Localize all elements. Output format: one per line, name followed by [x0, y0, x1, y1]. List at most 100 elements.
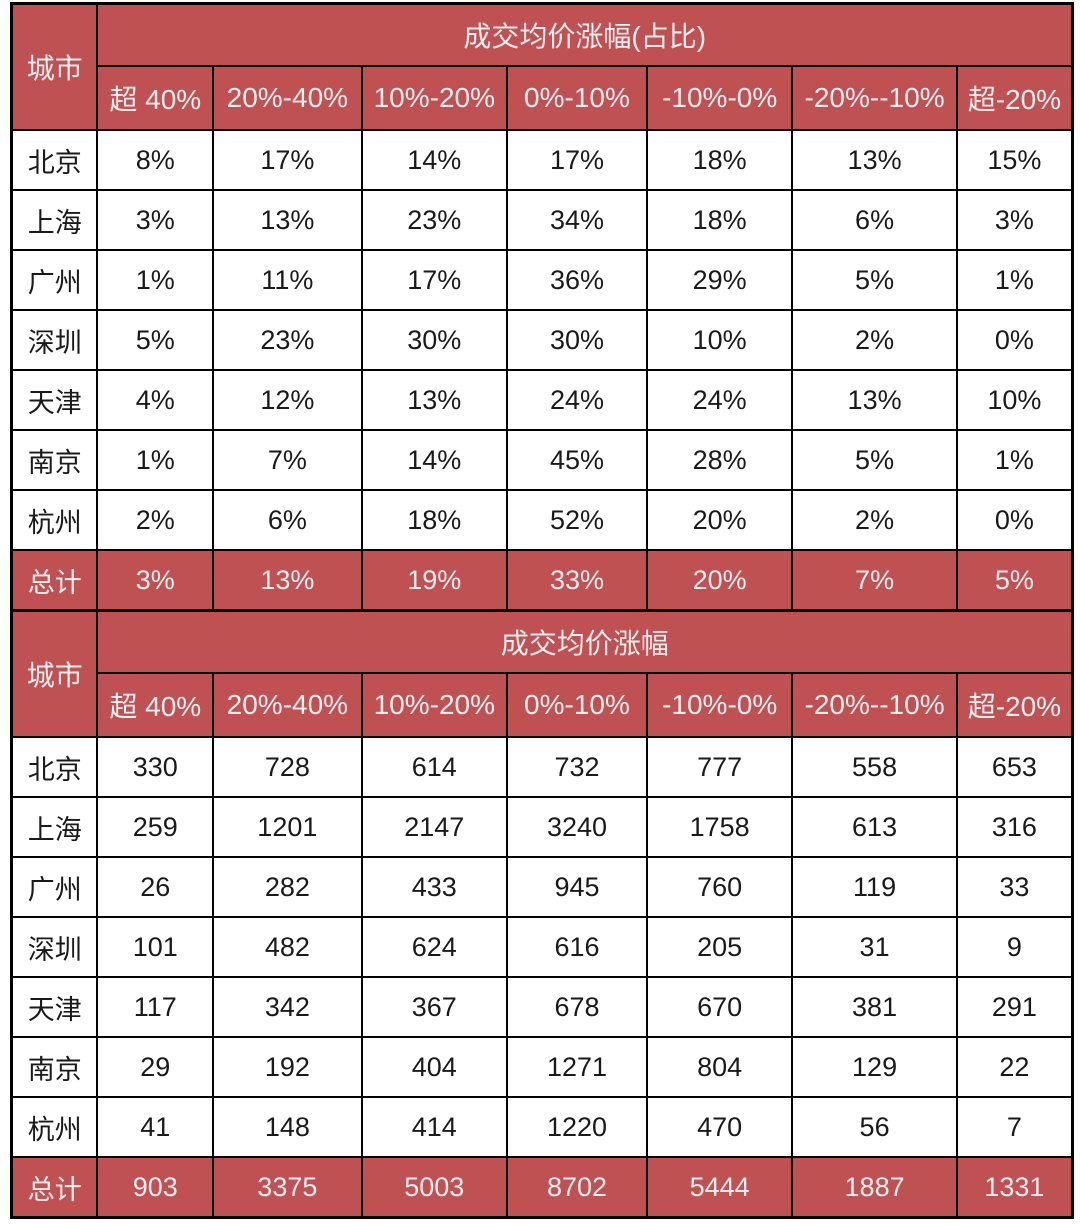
data-cell: 259	[96, 796, 215, 858]
data-cell: 1331	[955, 1156, 1074, 1219]
column-header: 超-20%	[955, 672, 1074, 738]
data-cell: 205	[645, 916, 794, 978]
row-city-label: 天津	[10, 369, 99, 431]
data-cell: 1887	[791, 1156, 958, 1219]
data-cell: 36%	[505, 249, 649, 311]
data-cell: 4%	[96, 369, 215, 431]
data-cell: 3%	[96, 189, 215, 251]
row-city-label: 上海	[10, 796, 99, 858]
data-cell: 7	[955, 1096, 1074, 1158]
data-cell: 5%	[791, 249, 958, 311]
row-city-label: 北京	[10, 736, 99, 798]
data-cell: 20%	[645, 489, 794, 551]
data-cell: 24%	[645, 369, 794, 431]
data-cell: 8702	[505, 1156, 649, 1219]
data-cell: 13%	[360, 369, 508, 431]
data-cell: 6%	[212, 489, 363, 551]
column-header: 超 40%	[96, 65, 215, 131]
data-cell: 29%	[645, 249, 794, 311]
table-row: 杭州 2% 6% 18% 52% 20% 2% 0%	[10, 489, 1074, 551]
column-header: -20%--10%	[791, 65, 958, 131]
data-cell: 1%	[96, 429, 215, 491]
data-cell: 24%	[505, 369, 649, 431]
data-cell: 5%	[96, 309, 215, 371]
data-cell: 2%	[96, 489, 215, 551]
data-cell: 1201	[212, 796, 363, 858]
table-row: 上海 3% 13% 23% 34% 18% 6% 3%	[10, 189, 1074, 251]
row-city-label: 北京	[10, 129, 99, 191]
table-row: 天津 4% 12% 13% 24% 24% 13% 10%	[10, 369, 1074, 431]
data-cell: 23%	[360, 189, 508, 251]
data-cell: 15%	[955, 129, 1074, 191]
data-cell: 3240	[505, 796, 649, 858]
price-change-count-table: 城市 成交均价涨幅超 40% 20%-40% 10%-20% 0%-10% -10%-0%…	[10, 609, 1074, 1219]
data-cell: 1%	[955, 429, 1074, 491]
data-cell: 1%	[96, 249, 215, 311]
data-cell: 41	[96, 1096, 215, 1158]
data-cell: 760	[645, 856, 794, 918]
total-row-label: 总计	[10, 1156, 99, 1219]
data-cell: 5%	[955, 549, 1074, 612]
data-cell: 777	[645, 736, 794, 798]
data-cell: 11%	[212, 249, 363, 311]
city-column-header: 城市	[10, 2, 99, 131]
data-cell: 616	[505, 916, 649, 978]
table-row: 广州 1% 11% 17% 36% 29% 5% 1%	[10, 249, 1074, 311]
column-header: 20%-40%	[212, 65, 363, 131]
table-row: 深圳 101 482 624 616 205 31 9	[10, 916, 1074, 978]
data-cell: 10%	[645, 309, 794, 371]
data-cell: 282	[212, 856, 363, 918]
data-cell: 2%	[791, 489, 958, 551]
data-cell: 7%	[791, 549, 958, 612]
data-cell: 558	[791, 736, 958, 798]
data-cell: 18%	[645, 129, 794, 191]
price-change-ratio-table: 城市 成交均价涨幅(占比) 超 40% 20%-40% 10%-20% 0%-10% -10…	[10, 2, 1074, 612]
table-title: 成交均价涨幅	[96, 609, 1074, 674]
data-cell: 5003	[360, 1156, 508, 1219]
row-city-label: 南京	[10, 429, 99, 491]
data-cell: 192	[212, 1036, 363, 1098]
total-row-label: 总计	[10, 549, 99, 612]
data-cell: 119	[791, 856, 958, 918]
table-row: 南京 29 192 404 1271 804 129 22	[10, 1036, 1074, 1098]
data-cell: 45%	[505, 429, 649, 491]
data-cell: 30%	[505, 309, 649, 371]
data-cell: 18%	[645, 189, 794, 251]
data-cell: 624	[360, 916, 508, 978]
row-city-label: 广州	[10, 249, 99, 311]
data-cell: 10%	[955, 369, 1074, 431]
data-cell: 52%	[505, 489, 649, 551]
column-header: 超-20%	[955, 65, 1074, 131]
data-cell: 13%	[212, 549, 363, 612]
data-cell: 7%	[212, 429, 363, 491]
data-cell: 1271	[505, 1036, 649, 1098]
table-row: 上海 259 1201 2147 3240 1758 613 316	[10, 796, 1074, 858]
column-header: 0%-10%	[505, 65, 649, 131]
header-row-group: 城市 成交均价涨幅	[10, 609, 1074, 738]
data-cell: 482	[212, 916, 363, 978]
data-cell: 0%	[955, 309, 1074, 371]
data-cell: 17%	[212, 129, 363, 191]
row-city-label: 深圳	[10, 309, 99, 371]
column-header: 0%-10%	[505, 672, 649, 738]
data-cell: 13%	[791, 129, 958, 191]
data-cell: 101	[96, 916, 215, 978]
data-cell: 6%	[791, 189, 958, 251]
row-city-label: 天津	[10, 976, 99, 1038]
data-cell: 26	[96, 856, 215, 918]
data-cell: 20%	[645, 549, 794, 612]
table-row: 北京 8% 17% 14% 17% 18% 13% 15%	[10, 129, 1074, 191]
data-cell: 614	[360, 736, 508, 798]
data-cell: 0%	[955, 489, 1074, 551]
data-cell: 33%	[505, 549, 649, 612]
total-row: 总计 3% 13% 19% 33% 20% 7% 5%	[10, 549, 1074, 612]
column-header: 20%-40%	[212, 672, 363, 738]
data-cell: 17%	[360, 249, 508, 311]
data-cell: 728	[212, 736, 363, 798]
data-cell: 2147	[360, 796, 508, 858]
data-cell: 804	[645, 1036, 794, 1098]
data-cell: 367	[360, 976, 508, 1038]
data-cell: 3%	[955, 189, 1074, 251]
data-cell: 291	[955, 976, 1074, 1038]
